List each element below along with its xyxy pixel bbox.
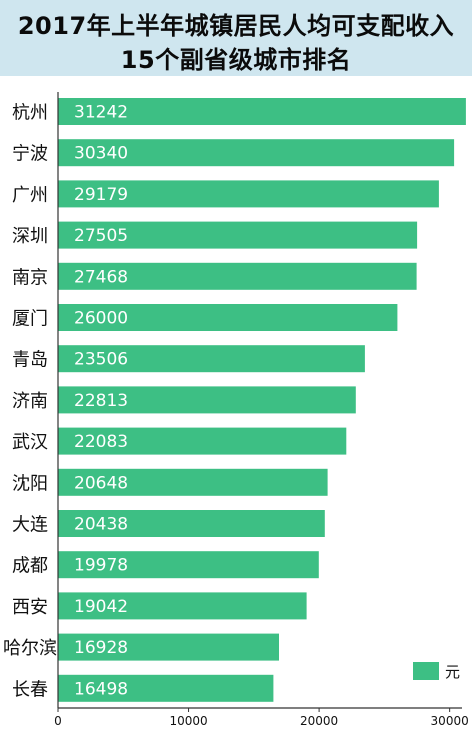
bar-10 — [58, 510, 325, 537]
category-label: 宁波 — [12, 144, 48, 165]
category-label: 长春 — [12, 679, 48, 700]
bar-value-label: 31242 — [74, 103, 128, 123]
bar-value-label: 30340 — [74, 144, 128, 164]
bar-9 — [58, 468, 328, 496]
category-label: 深圳 — [12, 226, 48, 247]
bar-value-label: 19978 — [74, 556, 128, 576]
legend-swatch — [413, 662, 439, 680]
bar-value-label: 16498 — [74, 679, 128, 699]
bar-1 — [58, 139, 455, 167]
bar-value-label: 27505 — [74, 226, 128, 246]
category-label: 成都 — [12, 556, 48, 577]
chart-title-line1: 2017年上半年城镇居民人均可支配收入 — [17, 12, 455, 40]
bar-4 — [58, 262, 417, 290]
bar-value-label: 20438 — [74, 515, 128, 535]
legend-label: 元 — [445, 663, 460, 681]
x-tick-label: 10000 — [169, 714, 207, 728]
bar-value-label: 20648 — [74, 473, 128, 493]
bar-13 — [58, 633, 279, 661]
bar-2 — [58, 180, 439, 208]
category-label: 杭州 — [12, 103, 48, 124]
x-axis: 0 10000 20000 30000 — [54, 92, 469, 728]
bar-7 — [58, 386, 356, 414]
legend: 元 — [413, 662, 460, 681]
bar-6 — [58, 345, 365, 373]
bar-3 — [58, 221, 418, 249]
bar-12 — [58, 592, 307, 620]
chart-title-line2: 15个副省级城市排名 — [120, 46, 352, 74]
bar-0 — [58, 98, 466, 125]
category-label: 大连 — [12, 515, 48, 536]
category-label: 济南 — [12, 391, 48, 412]
x-tick-label: 30000 — [431, 714, 469, 728]
category-label: 哈尔滨 — [3, 638, 57, 659]
bar-value-label: 27468 — [74, 267, 128, 287]
bar-value-label: 26000 — [74, 309, 128, 329]
bar-value-label: 19042 — [74, 597, 128, 617]
bar-value-label: 23506 — [74, 350, 128, 370]
category-label: 厦门 — [12, 309, 48, 330]
category-label: 沈阳 — [12, 473, 48, 494]
category-label: 广州 — [12, 185, 48, 206]
title-banner: 2017年上半年城镇居民人均可支配收入 15个副省级城市排名 — [0, 0, 472, 76]
x-tick-label: 20000 — [300, 714, 338, 728]
category-label: 西安 — [12, 597, 48, 618]
category-label: 南京 — [12, 267, 48, 288]
bar-value-label: 29179 — [74, 185, 128, 205]
bar-14 — [58, 674, 274, 702]
category-label: 青岛 — [12, 350, 48, 371]
bar-11 — [58, 551, 319, 579]
bar-value-label: 16928 — [74, 638, 128, 658]
x-tick-label: 0 — [54, 714, 62, 728]
bar-value-label: 22083 — [74, 432, 128, 452]
bar-value-label: 22813 — [74, 391, 128, 411]
category-label: 武汉 — [12, 432, 48, 453]
bar-8 — [58, 427, 347, 455]
bars-group: 31242 30340 29179 27505 27468 26000 23506 22813… — [58, 98, 466, 702]
bar-5 — [58, 304, 398, 331]
